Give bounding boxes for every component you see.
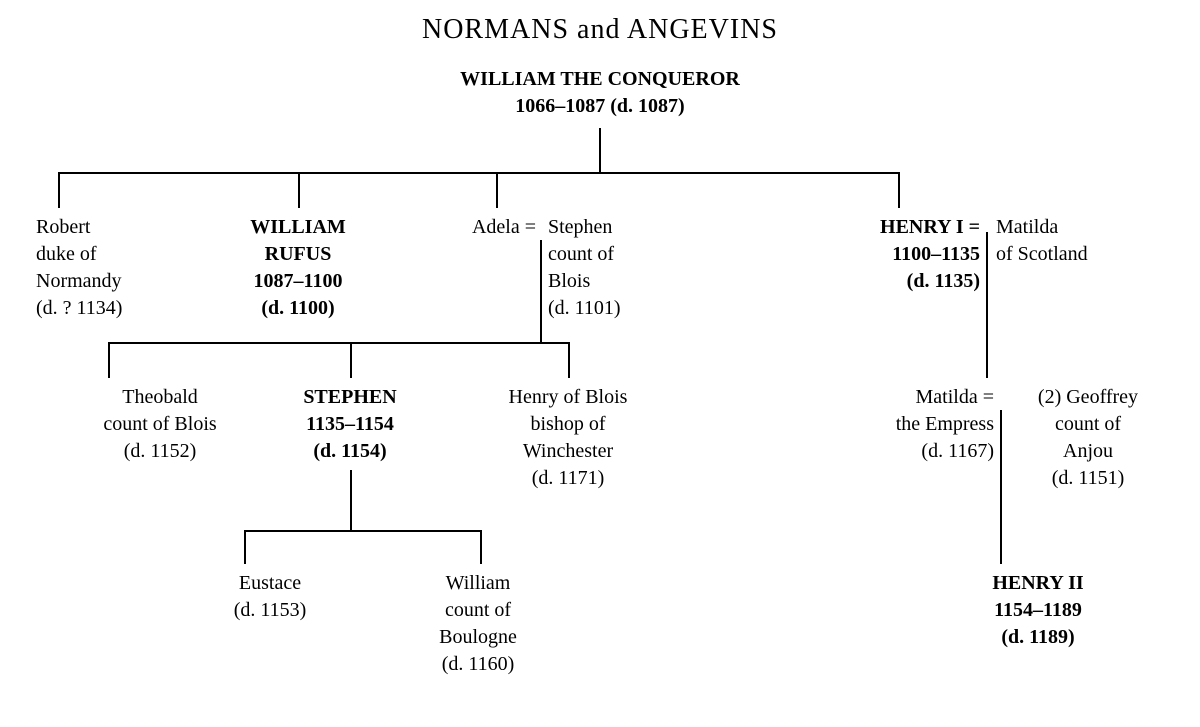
- node-stephen-blois-sr: Stephen count of Blois (d. 1101): [548, 214, 688, 322]
- node-robert: Robert duke of Normandy (d. ? 1134): [36, 214, 196, 322]
- node-theobald: Theobald count of Blois (d. 1152): [70, 384, 250, 465]
- h1-l0: HENRY I =: [810, 214, 980, 241]
- edge: [108, 342, 568, 344]
- chart-title: NORMANS and ANGEVINS: [0, 14, 1200, 46]
- h2-l1: 1154–1189: [948, 597, 1128, 624]
- node-william-conqueror: WILLIAM THE CONQUEROR 1066–1087 (d. 1087…: [0, 66, 1200, 120]
- node-william-boulogne: William count of Boulogne (d. 1160): [398, 570, 558, 678]
- edge: [599, 128, 601, 172]
- sbs-l3: (d. 1101): [548, 295, 688, 322]
- node-henry-blois: Henry of Blois bishop of Winchester (d. …: [478, 384, 658, 492]
- node-william-rufus: WILLIAM RUFUS 1087–1100 (d. 1100): [208, 214, 388, 322]
- geo-l0: (2) Geoffrey: [1008, 384, 1168, 411]
- hb-l1: bishop of: [478, 411, 658, 438]
- steph-l1: 1135–1154: [270, 411, 430, 438]
- steph-l2: (d. 1154): [270, 438, 430, 465]
- hb-l3: (d. 1171): [478, 465, 658, 492]
- theo-l1: count of Blois: [70, 411, 250, 438]
- edge: [1000, 410, 1002, 564]
- me-l2: (d. 1167): [844, 438, 994, 465]
- edge: [496, 172, 498, 208]
- ms-l0: Matilda: [996, 214, 1166, 241]
- sbs-l0: Stephen: [548, 214, 688, 241]
- sbs-l1: count of: [548, 241, 688, 268]
- root-name: WILLIAM THE CONQUEROR: [0, 66, 1200, 93]
- rufus-l3: (d. 1100): [208, 295, 388, 322]
- h2-l0: HENRY II: [948, 570, 1128, 597]
- theo-l2: (d. 1152): [70, 438, 250, 465]
- ms-l1: of Scotland: [996, 241, 1166, 268]
- edge: [244, 530, 482, 532]
- robert-l2: Normandy: [36, 268, 196, 295]
- hb-l2: Winchester: [478, 438, 658, 465]
- wb-l3: (d. 1160): [398, 651, 558, 678]
- wb-l0: William: [398, 570, 558, 597]
- edge: [244, 530, 246, 564]
- eu-l0: Eustace: [200, 570, 340, 597]
- h1-l1: 1100–1135: [810, 241, 980, 268]
- root-dates: 1066–1087 (d. 1087): [0, 93, 1200, 120]
- node-henry-i: HENRY I = 1100–1135 (d. 1135): [810, 214, 980, 295]
- node-stephen: STEPHEN 1135–1154 (d. 1154): [270, 384, 430, 465]
- rufus-l1: RUFUS: [208, 241, 388, 268]
- geo-l3: (d. 1151): [1008, 465, 1168, 492]
- edge: [350, 470, 352, 530]
- robert-l0: Robert: [36, 214, 196, 241]
- robert-l3: (d. ? 1134): [36, 295, 196, 322]
- rufus-l2: 1087–1100: [208, 268, 388, 295]
- node-geoffrey: (2) Geoffrey count of Anjou (d. 1151): [1008, 384, 1168, 492]
- robert-l1: duke of: [36, 241, 196, 268]
- geo-l1: count of: [1008, 411, 1168, 438]
- edge: [898, 172, 900, 208]
- edge: [350, 342, 352, 378]
- hb-l0: Henry of Blois: [478, 384, 658, 411]
- edge: [540, 240, 542, 342]
- steph-l0: STEPHEN: [270, 384, 430, 411]
- node-matilda-scotland: Matilda of Scotland: [996, 214, 1166, 268]
- adela-l0: Adela =: [446, 214, 536, 241]
- edge: [58, 172, 60, 208]
- edge: [298, 172, 300, 208]
- me-l0: Matilda =: [844, 384, 994, 411]
- geo-l2: Anjou: [1008, 438, 1168, 465]
- node-eustace: Eustace (d. 1153): [200, 570, 340, 624]
- node-henry-ii: HENRY II 1154–1189 (d. 1189): [948, 570, 1128, 651]
- edge: [568, 342, 570, 378]
- edge: [58, 172, 900, 174]
- rufus-l0: WILLIAM: [208, 214, 388, 241]
- wb-l1: count of: [398, 597, 558, 624]
- wb-l2: Boulogne: [398, 624, 558, 651]
- me-l1: the Empress: [844, 411, 994, 438]
- node-matilda-empress: Matilda = the Empress (d. 1167): [844, 384, 994, 465]
- edge: [480, 530, 482, 564]
- theo-l0: Theobald: [70, 384, 250, 411]
- edge: [108, 342, 110, 378]
- sbs-l2: Blois: [548, 268, 688, 295]
- eu-l1: (d. 1153): [200, 597, 340, 624]
- h2-l2: (d. 1189): [948, 624, 1128, 651]
- h1-l2: (d. 1135): [810, 268, 980, 295]
- node-adela: Adela =: [446, 214, 536, 241]
- edge: [986, 232, 988, 378]
